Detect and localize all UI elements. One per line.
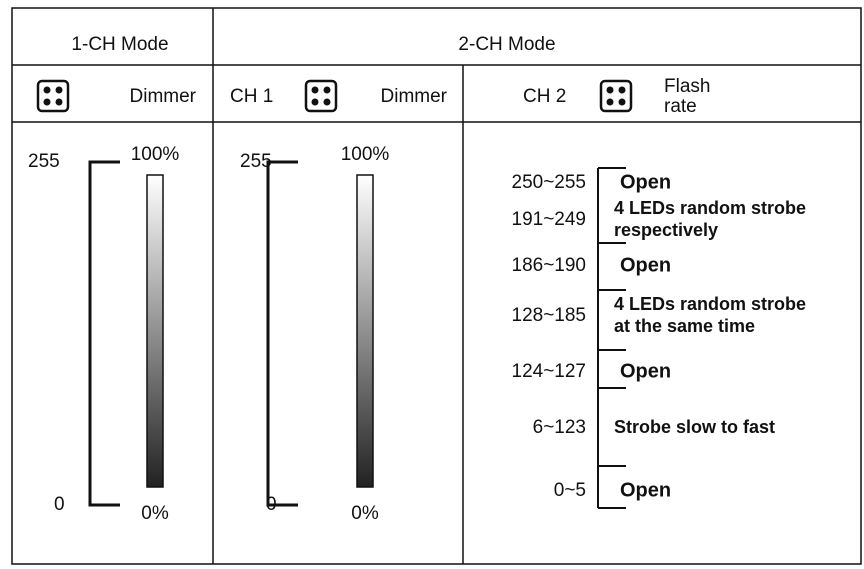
gradient-bar bbox=[146, 174, 164, 488]
channel-label: Dimmer bbox=[130, 86, 197, 107]
range-desc: Strobe slow to fast bbox=[614, 417, 775, 437]
max-value: 255 bbox=[240, 151, 272, 172]
dimmer-icon bbox=[304, 79, 338, 113]
channel-label: Flash bbox=[664, 76, 710, 97]
range-desc: Open bbox=[620, 479, 671, 501]
max-value: 255 bbox=[28, 151, 60, 172]
range: 124~127 bbox=[512, 361, 587, 382]
table-grid bbox=[11, 7, 862, 565]
range: 250~255 bbox=[512, 172, 587, 193]
max-pct: 100% bbox=[131, 144, 180, 165]
gradient-bar bbox=[356, 174, 374, 488]
range: 6~123 bbox=[533, 417, 586, 438]
min-value: 0 bbox=[54, 494, 65, 515]
range-desc: respectively bbox=[614, 220, 718, 240]
range-desc: Open bbox=[620, 254, 671, 276]
channel-label: Dimmer bbox=[381, 86, 448, 107]
range: 186~190 bbox=[512, 255, 587, 276]
range-desc: Open bbox=[620, 360, 671, 382]
max-pct: 100% bbox=[341, 144, 390, 165]
mode-title: 1-CH Mode bbox=[71, 34, 168, 55]
bracket bbox=[88, 160, 120, 507]
min-pct: 0% bbox=[351, 503, 379, 524]
mode-title: 2-CH Mode bbox=[458, 34, 555, 55]
range: 191~249 bbox=[512, 209, 587, 230]
range-desc: 4 LEDs random strobe bbox=[614, 198, 806, 218]
channel-label: rate bbox=[664, 96, 697, 117]
channel-name: CH 1 bbox=[230, 86, 273, 107]
range: 0~5 bbox=[554, 480, 586, 501]
range: 128~185 bbox=[512, 305, 587, 326]
range-desc: at the same time bbox=[614, 316, 755, 336]
min-pct: 0% bbox=[141, 503, 169, 524]
bracket bbox=[266, 160, 298, 507]
channel-name: CH 2 bbox=[523, 86, 566, 107]
strobe-icon bbox=[599, 79, 633, 113]
range-desc: Open bbox=[620, 171, 671, 193]
dimmer-icon bbox=[36, 79, 70, 113]
range-desc: 4 LEDs random strobe bbox=[614, 294, 806, 314]
